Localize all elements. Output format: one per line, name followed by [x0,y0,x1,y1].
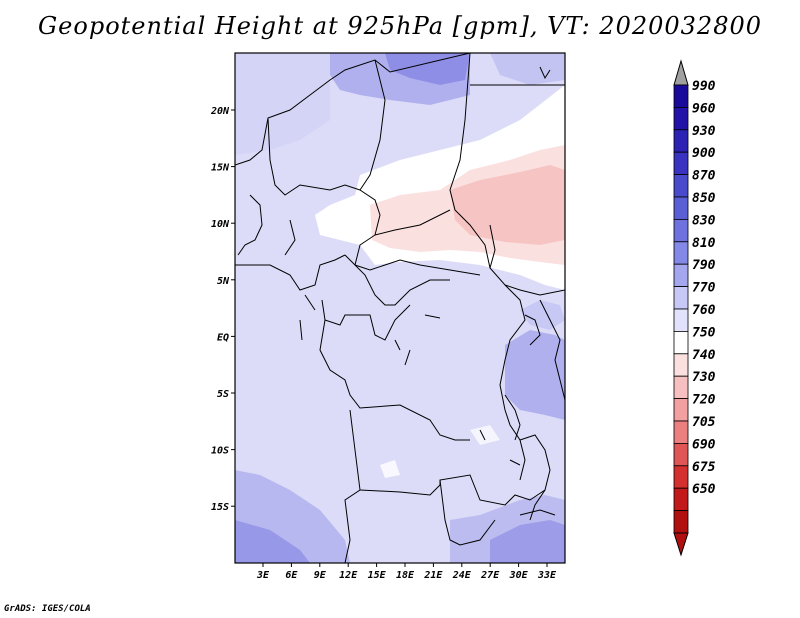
colorbar-label: 770 [692,281,716,296]
colorbar-label: 850 [692,191,716,206]
lat-tick-label: 10S [211,446,229,457]
colorbar-label: 750 [692,325,716,340]
lat-tick-label: 5N [217,276,230,287]
colorbar-segment [673,442,689,467]
plot-title: Geopotential Height at 925hPa [gpm], VT:… [38,12,762,40]
colorbar-segment [673,218,689,243]
lat-tick-label: EQ [217,332,229,343]
latitude-axis: 20N 15N 10N 5N EQ 5S 10S 15S [210,106,235,513]
lon-tick-label: 3E [256,570,270,581]
lat-tick-label: 10N [211,219,230,230]
colorbar-label: 810 [692,236,716,251]
colorbar-label: 990 [692,79,716,94]
colorbar-label: 730 [692,370,716,385]
lon-tick-label: 24E [452,570,472,581]
colorbar-segment [673,151,689,175]
lon-tick-label: 21E [423,570,443,581]
colorbar-segment [673,308,689,332]
colorbar-label: 870 [692,169,716,184]
colorbar-segment [673,420,689,444]
colorbar-label: 900 [692,146,716,161]
colorbar: 990 960 930 900 870 850 830 810 790 770 760 750 740 7… [673,59,716,557]
colorbar-label: 690 [692,437,716,452]
lat-tick-label: 20N [210,106,230,117]
colorbar-segment [673,241,689,265]
colorbar-label: 960 [692,101,716,116]
lat-tick-label: 15S [211,502,229,513]
lon-tick-label: 15E [368,570,387,581]
colorbar-label: 930 [692,124,716,139]
lon-tick-label: 30E [509,570,529,581]
colorbar-label: 790 [692,258,716,273]
colorbar-segment [673,375,689,400]
colorbar-label: 705 [692,415,716,430]
colorbar-segment [673,196,689,220]
colorbar-segment [673,465,689,489]
colorbar-label: 650 [692,482,716,497]
colorbar-label: 720 [692,393,716,408]
colorbar-arrow-top [673,59,689,86]
colorbar-segment [673,487,689,512]
lon-tick-label: 27E [480,570,500,581]
colorbar-segment [673,330,689,355]
lon-tick-label: 12E [339,570,358,581]
colorbar-segment [673,353,689,377]
colorbar-segment [673,107,689,131]
longitude-axis: 3E 6E 9E 12E 15E 18E 21E 24E 27E 30E 33E [256,563,557,581]
colorbar-label: 760 [692,303,716,318]
map-frame [234,52,566,564]
country-boundaries [235,53,565,563]
colorbar-label: 675 [692,460,716,475]
colorbar-arrow-bottom [673,532,689,557]
lat-tick-label: 5S [217,389,229,400]
lon-tick-label: 9E [314,570,327,581]
colorbar-segment [673,129,689,153]
height-field [235,53,565,563]
colorbar-segment [673,510,689,534]
colorbar-segment [673,84,689,108]
colorbar-segment [673,286,689,310]
lat-tick-label: 15N [211,163,230,174]
colorbar-segment [673,263,689,288]
lon-tick-label: 33E [537,570,557,581]
lon-tick-label: 18E [396,570,415,581]
colorbar-label: 830 [692,213,716,228]
grads-credit: GrADS: IGES/COLA [4,604,91,614]
colorbar-segment [673,174,689,198]
colorbar-label: 740 [692,348,716,363]
colorbar-segment [673,398,689,422]
lon-tick-label: 6E [285,570,298,581]
